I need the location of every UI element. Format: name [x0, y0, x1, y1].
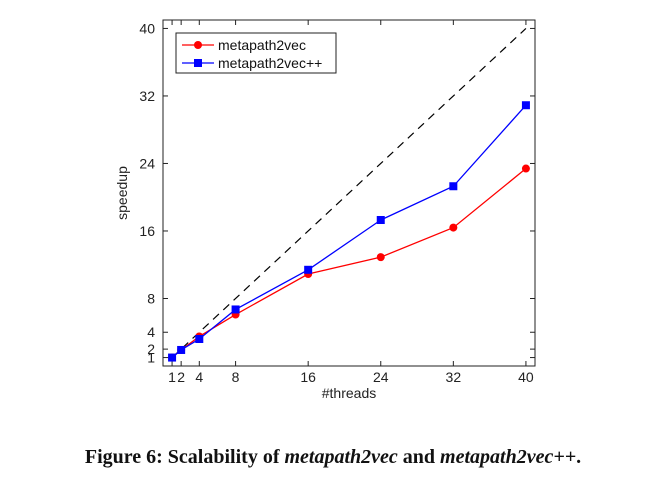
- figure-caption: Figure 6: Scalability of metapath2vec an…: [0, 446, 666, 469]
- y-tick-label: 8: [147, 290, 155, 306]
- y-tick-label: 24: [139, 155, 155, 171]
- data-point: [376, 216, 385, 225]
- legend-label: metapath2vec: [218, 37, 306, 53]
- caption-suffix: .: [576, 446, 582, 468]
- legend-box: [175, 32, 337, 74]
- caption-prefix: Figure 6: Scalability of: [84, 446, 285, 468]
- y-tick-label: 40: [139, 20, 155, 36]
- x-tick-label: 40: [518, 369, 534, 385]
- data-point: [521, 164, 530, 173]
- data-point: [521, 101, 530, 110]
- x-tick-label: 2: [177, 369, 185, 385]
- caption-middle: and: [397, 446, 441, 468]
- legend-entry-1: metapath2vec++: [182, 55, 322, 71]
- ideal-speedup-reference: [171, 27, 527, 359]
- legend: metapath2vec metapath2vec++: [175, 32, 337, 74]
- series-layer: [168, 101, 530, 362]
- caption-method-1: metapath2vec: [284, 446, 398, 468]
- data-point: [231, 305, 240, 314]
- series-line: [171, 104, 527, 359]
- data-point: [449, 182, 458, 191]
- data-point: [168, 353, 177, 362]
- legend-marker: [194, 41, 202, 49]
- series-line: [171, 168, 527, 359]
- x-tick-label: 4: [195, 369, 203, 385]
- plot-frame: [162, 19, 536, 367]
- y-axis-title: speedup: [114, 166, 130, 220]
- series-1: [168, 101, 530, 362]
- x-tick-label: 16: [300, 369, 316, 385]
- reference-line: [171, 27, 527, 359]
- caption-method-2: metapath2vec++: [440, 446, 577, 468]
- data-point: [195, 334, 204, 343]
- x-tick-label: 1: [168, 369, 176, 385]
- data-point: [449, 223, 458, 232]
- legend-label: metapath2vec++: [218, 55, 322, 71]
- series-0: [168, 164, 530, 362]
- x-tick-label: 24: [373, 369, 389, 385]
- plot-border: [162, 19, 536, 367]
- legend-entry-0: metapath2vec: [182, 37, 306, 53]
- x-axis-title: #threads: [322, 385, 376, 401]
- y-tick-label: 4: [147, 324, 155, 340]
- legend-marker: [194, 59, 202, 67]
- y-tick-label: 1: [147, 350, 155, 366]
- data-point: [304, 265, 313, 274]
- y-tick-label: 2: [147, 341, 155, 357]
- y-tick-label: 16: [139, 223, 155, 239]
- data-point: [376, 253, 385, 262]
- y-tick-label: 32: [139, 88, 155, 104]
- x-tick-label: 8: [232, 369, 240, 385]
- data-point: [177, 345, 186, 354]
- x-tick-label: 32: [446, 369, 462, 385]
